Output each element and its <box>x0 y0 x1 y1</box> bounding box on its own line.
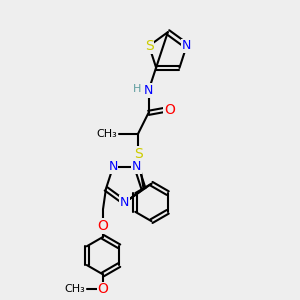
Text: O: O <box>164 103 175 117</box>
Text: O: O <box>98 219 108 233</box>
Text: N: N <box>182 39 191 52</box>
Text: N: N <box>120 196 129 209</box>
Text: S: S <box>134 147 142 160</box>
Text: N: N <box>108 160 118 173</box>
Text: CH₃: CH₃ <box>64 284 85 294</box>
Text: CH₃: CH₃ <box>97 129 117 139</box>
Text: H: H <box>133 84 141 94</box>
Text: O: O <box>98 282 108 296</box>
Text: S: S <box>145 39 153 53</box>
Text: N: N <box>132 160 141 173</box>
Text: N: N <box>144 84 153 97</box>
